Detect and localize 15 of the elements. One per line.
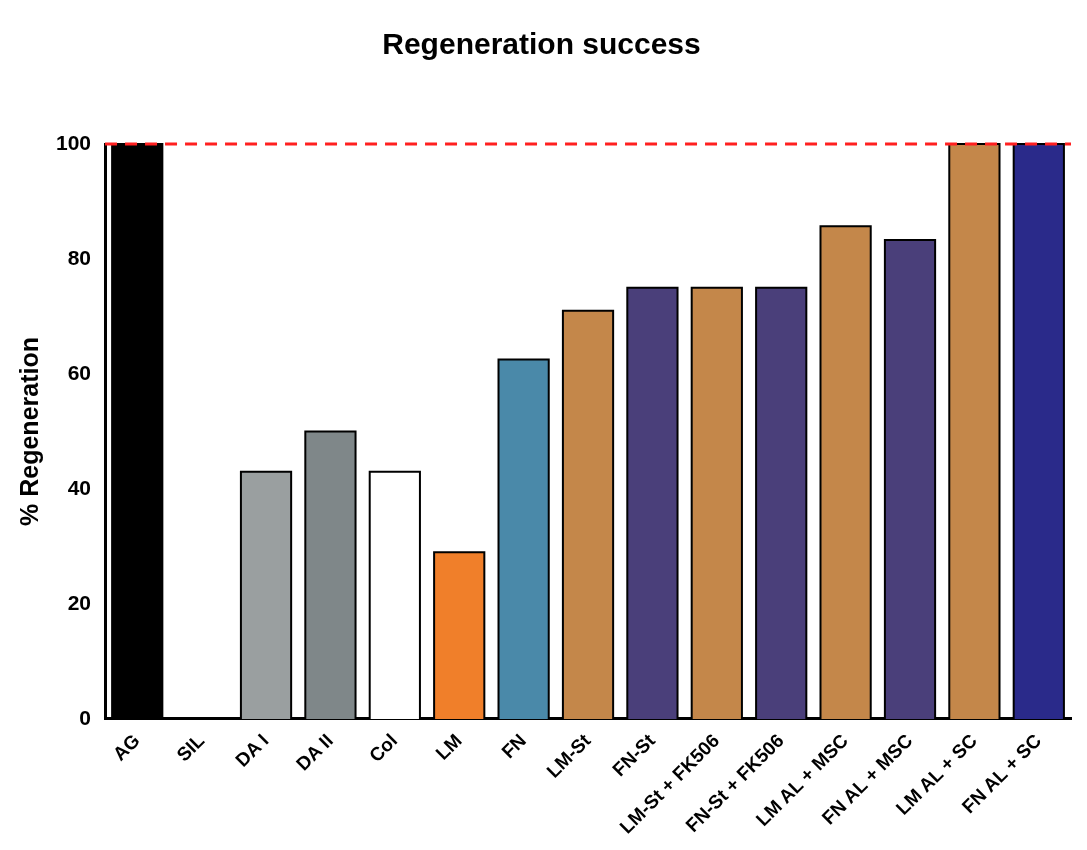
x-tick-label: FN bbox=[497, 729, 531, 763]
y-tick-label: 0 bbox=[79, 705, 92, 729]
y-axis-title: % Regeneration bbox=[14, 337, 43, 526]
x-tick-label: SIL bbox=[172, 729, 209, 766]
x-tick-label: LM bbox=[431, 729, 466, 764]
y-tick-label: 20 bbox=[67, 590, 92, 614]
x-tick-label: DA II bbox=[292, 729, 337, 775]
y-tick-label: 100 bbox=[55, 130, 92, 154]
y-tick-label: 60 bbox=[67, 360, 92, 384]
chart-title: Regeneration success bbox=[382, 27, 701, 61]
x-tick-label: AG bbox=[108, 729, 144, 765]
x-tick-label: DA I bbox=[231, 729, 273, 771]
x-tick-label: Col bbox=[364, 729, 402, 767]
y-tick-label: 40 bbox=[67, 475, 92, 499]
y-tick-label: 80 bbox=[67, 245, 92, 269]
